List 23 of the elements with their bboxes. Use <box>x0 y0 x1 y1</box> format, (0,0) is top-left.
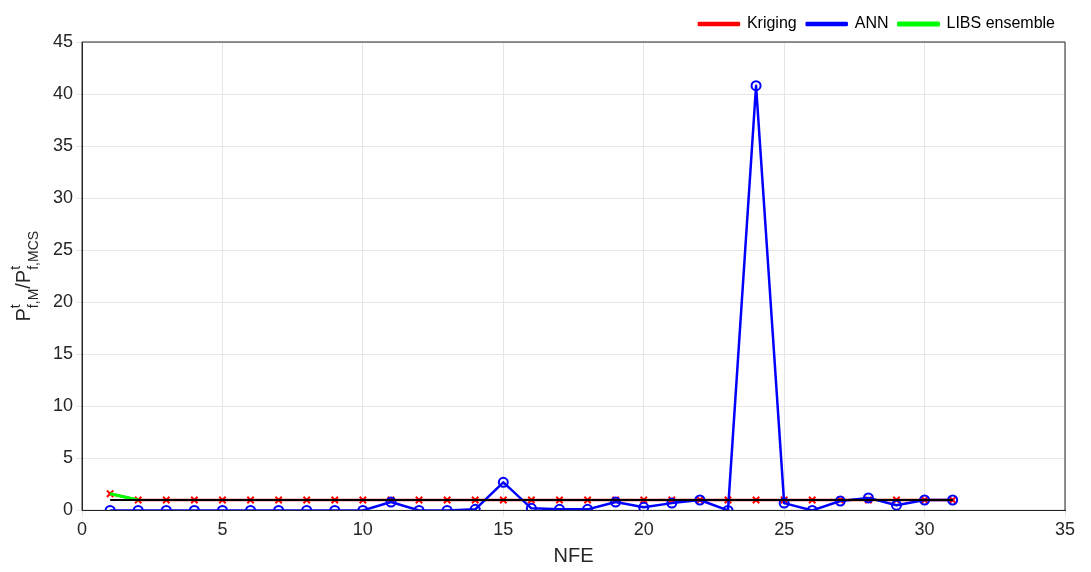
x-tick-label: 20 <box>633 519 654 540</box>
x-tick-label: 35 <box>1054 519 1076 540</box>
x-axis-title: NFE <box>553 543 594 566</box>
y-tick-label: 20 <box>52 291 74 312</box>
legend-label: LIBS ensemble <box>946 14 1056 32</box>
x-tick-label: 10 <box>352 519 373 540</box>
y-tick-label: 25 <box>52 239 74 260</box>
y-axis-title: Ptf,M/Ptf,MCS <box>7 230 41 322</box>
y-tick-label: 10 <box>52 395 74 416</box>
y-tick-label: 15 <box>52 343 74 364</box>
y-tick-label: 30 <box>52 187 74 208</box>
legend-label: Kriging <box>746 14 797 32</box>
x-tick-label: 0 <box>77 519 88 540</box>
legend-label: ANN <box>854 14 889 32</box>
y-tick-label: 5 <box>63 447 74 468</box>
x-tick-label: 15 <box>493 519 514 540</box>
x-tick-label: 25 <box>774 519 795 540</box>
y-tick-label: 45 <box>52 30 74 51</box>
y-tick-label: 0 <box>63 499 74 520</box>
x-tick-label: 5 <box>217 519 228 540</box>
y-tick-label: 35 <box>52 135 74 156</box>
y-tick-label: 40 <box>52 83 74 104</box>
x-tick-label: 30 <box>914 519 935 540</box>
